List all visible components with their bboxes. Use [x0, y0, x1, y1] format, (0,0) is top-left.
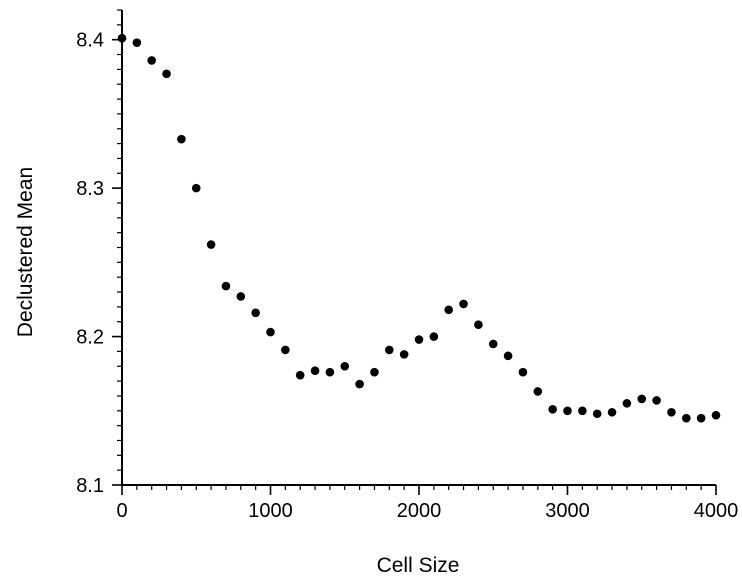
data-point: [191, 183, 201, 193]
data-point: [385, 345, 394, 355]
y-tick-label: 8.1: [76, 475, 104, 497]
data-point: [132, 38, 142, 47]
data-point: [414, 335, 424, 344]
minor-ticks: [117, 9, 702, 490]
data-point: [711, 410, 721, 420]
data-point: [563, 406, 572, 416]
data-points: [117, 33, 721, 423]
x-tick-label: 1000: [248, 500, 293, 522]
data-point: [533, 387, 543, 396]
data-point: [652, 396, 661, 405]
data-point: [548, 404, 557, 414]
data-point: [429, 332, 439, 341]
data-point: [578, 406, 587, 416]
data-point: [622, 399, 632, 408]
data-point: [295, 370, 305, 380]
x-tick-label: 2000: [397, 500, 442, 522]
data-point: [459, 299, 468, 309]
data-point: [177, 134, 186, 144]
data-point: [399, 350, 409, 359]
y-tick-label: 8.4: [76, 30, 104, 52]
data-point: [592, 409, 602, 419]
data-point: [266, 327, 275, 337]
data-point: [251, 308, 260, 318]
data-point: [518, 367, 528, 377]
data-point: [474, 320, 483, 329]
y-tick-label: 8.3: [76, 178, 104, 200]
data-point: [682, 413, 691, 423]
x-tick-label: 0: [116, 500, 127, 522]
data-point: [236, 292, 246, 301]
data-point: [162, 69, 171, 79]
data-point: [340, 361, 350, 371]
data-point: [503, 351, 513, 361]
data-point: [607, 407, 617, 417]
data-point: [444, 305, 454, 315]
data-point: [370, 367, 379, 377]
x-axis-title: Cell Size: [377, 554, 460, 577]
data-point: [221, 281, 231, 291]
x-tick-label: 3000: [545, 500, 590, 522]
y-tick-labels: 8.1 8.2 8.3 8.4: [76, 30, 104, 497]
data-point: [667, 407, 676, 417]
data-point: [117, 33, 127, 43]
x-tick-label: 4000: [694, 500, 739, 522]
data-point: [206, 240, 216, 249]
major-ticks: [112, 38, 717, 495]
data-point: [488, 339, 498, 349]
data-point: [147, 56, 156, 65]
x-tick-labels: 0 1000 2000 3000 4000: [116, 500, 738, 522]
data-point: [696, 413, 706, 423]
data-point: [355, 379, 364, 389]
data-point: [637, 394, 647, 404]
data-point: [310, 366, 320, 376]
y-axis-title: Declustered Mean: [14, 167, 37, 337]
data-point: [325, 367, 335, 377]
y-tick-label: 8.2: [76, 327, 104, 349]
data-point: [281, 345, 290, 355]
